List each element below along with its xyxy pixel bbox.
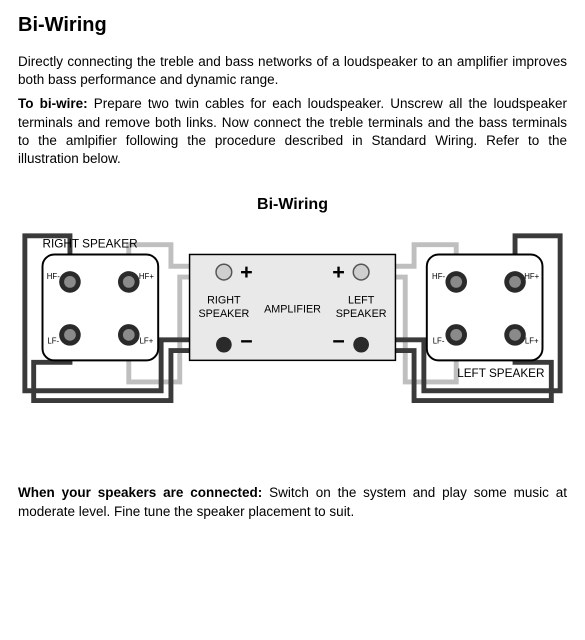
amp-right-label2: SPEAKER <box>198 309 249 321</box>
diagram-title: Bi-Wiring <box>18 196 567 214</box>
svg-text:LF+: LF+ <box>140 337 154 346</box>
amp-left-label2: SPEAKER <box>336 309 387 321</box>
howto-body: Prepare two twin cables for each loudspe… <box>18 96 567 166</box>
right-speaker-label: RIGHT SPEAKER <box>43 238 138 251</box>
svg-text:−: − <box>332 329 345 354</box>
svg-text:LF+: LF+ <box>525 337 539 346</box>
footer-lead: When your speakers are connected: <box>18 485 262 500</box>
footer-text: When your speakers are connected: Switch… <box>18 484 567 520</box>
howto-lead: To bi-wire: <box>18 96 88 111</box>
svg-text:+: + <box>240 259 253 284</box>
svg-text:HF+: HF+ <box>139 272 154 281</box>
page-title: Bi-Wiring <box>18 14 567 37</box>
wiring-diagram: RIGHT SPEAKER HF- HF+ LF- LF+ LEFT SPEAK… <box>18 220 567 436</box>
svg-text:LF-: LF- <box>47 337 59 346</box>
left-speaker-label: LEFT SPEAKER <box>457 367 544 380</box>
amplifier-label: AMPLIFIER <box>264 304 321 316</box>
svg-text:+: + <box>332 259 345 284</box>
howto-text: To bi-wire: Prepare two twin cables for … <box>18 95 567 168</box>
svg-text:HF-: HF- <box>432 272 445 281</box>
svg-text:HF-: HF- <box>47 272 60 281</box>
amp-right-label1: RIGHT <box>207 295 241 307</box>
amp-left-label1: LEFT <box>348 295 375 307</box>
svg-text:LF-: LF- <box>433 337 445 346</box>
svg-text:HF+: HF+ <box>524 272 539 281</box>
svg-text:−: − <box>240 329 253 354</box>
intro-text: Directly connecting the treble and bass … <box>18 53 567 89</box>
